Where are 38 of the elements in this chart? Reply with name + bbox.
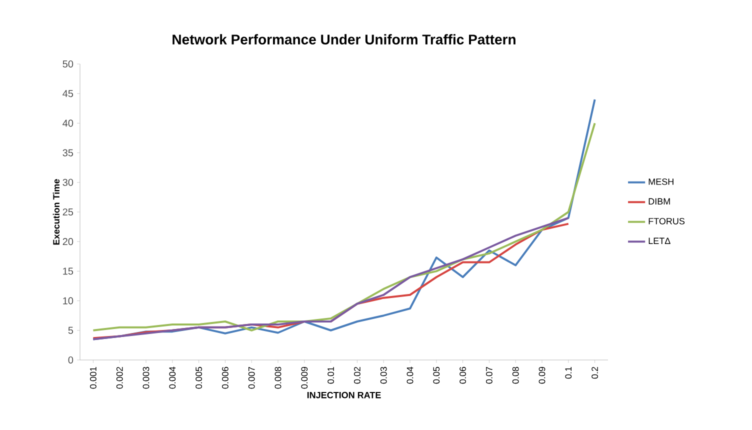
y-tick-label: 0 [68, 356, 74, 364]
y-tick-label: 35 [62, 149, 74, 156]
y-tick-label: 25 [62, 208, 74, 216]
y-tick-label: 45 [62, 90, 74, 98]
legend-label: MESH [648, 178, 674, 185]
y-tick-label: 10 [63, 297, 74, 304]
x-tick-label: 0.08 [512, 366, 519, 384]
y-tick-label: 50 [62, 60, 74, 68]
x-tick-label: 0.002 [116, 366, 123, 389]
x-tick-label: 0.09 [538, 366, 546, 384]
x-tick-label: 0.007 [248, 366, 255, 389]
x-tick-label: 0.07 [486, 366, 492, 384]
x-tick-label: 0.006 [222, 366, 228, 389]
x-tick-label: 0.005 [196, 366, 202, 389]
x-tick-label: 0.1 [565, 366, 572, 379]
legend-label: DIBM [648, 198, 670, 204]
y-tick-label: 40 [62, 120, 74, 127]
x-tick-label: 0.05 [433, 366, 440, 384]
x-tick-label: 0.04 [406, 366, 414, 384]
y-tick-label: 20 [62, 238, 74, 246]
x-tick-label: 0.003 [142, 366, 150, 389]
x-tick-label: 0.06 [460, 366, 466, 384]
legend-label: FTORUS [648, 218, 685, 224]
y-tick-label: 15 [63, 268, 74, 275]
x-tick-label: 0.03 [380, 366, 387, 384]
x-tick-label: 0.01 [328, 366, 334, 384]
x-tick-label: 0.004 [169, 366, 176, 389]
legend-label: LETΔ [648, 238, 670, 244]
chart-title: Network Performance Under Uniform Traffic Pattern [172, 34, 516, 44]
x-tick-label: 0.008 [274, 366, 282, 389]
y-axis-title: Execution Time [52, 179, 60, 245]
x-axis-title: INJECTION RATE [307, 392, 381, 398]
x-tick-label: 0.001 [90, 366, 96, 389]
x-tick-label: 0.2 [592, 366, 598, 379]
x-tick-label: 0.009 [301, 366, 308, 389]
x-tick-label: 0.02 [354, 366, 360, 384]
y-tick-label: 5 [68, 326, 74, 334]
y-tick-label: 30 [62, 178, 74, 186]
